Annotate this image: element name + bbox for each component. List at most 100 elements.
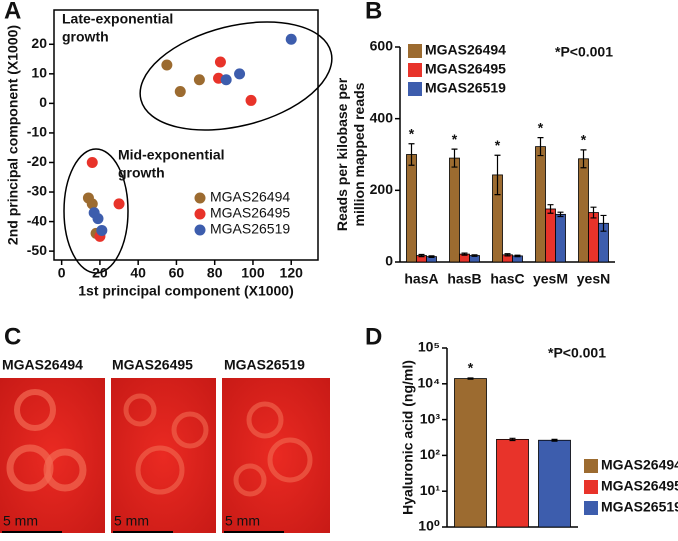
error-bar — [551, 438, 558, 442]
annotation: Mid-exponential — [118, 147, 225, 163]
y-axis-title: million mapped reads — [351, 82, 367, 226]
point — [214, 56, 226, 68]
point — [92, 213, 104, 225]
y-tick-label: 600 — [370, 38, 394, 54]
error-bar — [600, 214, 607, 232]
point — [174, 86, 186, 98]
y-tick-label: -50 — [27, 242, 47, 258]
bar — [406, 154, 417, 263]
error-bar — [537, 137, 544, 157]
error-bar — [557, 211, 564, 218]
legend-label: MGAS26494 — [601, 457, 678, 473]
bar — [449, 157, 460, 263]
legend-swatch — [408, 63, 422, 77]
error-bar — [509, 437, 516, 442]
significance-marker: * — [468, 360, 474, 376]
significance-marker: * — [452, 131, 458, 147]
x-tick-label: 60 — [169, 265, 185, 281]
p-value-note: *P<0.001 — [548, 345, 606, 361]
strain-label: MGAS26494 — [2, 357, 83, 373]
y-tick-label: 200 — [370, 181, 394, 197]
cluster-ellipse — [63, 148, 129, 274]
error-bar — [408, 143, 415, 166]
bar — [538, 439, 571, 528]
x-tick-label: 0 — [58, 265, 66, 281]
annotation: growth — [62, 29, 109, 45]
error-bar — [494, 154, 501, 196]
y-axis-title: Reads per kilobase per — [334, 77, 350, 231]
significance-marker: * — [538, 119, 544, 135]
strain-label: MGAS26519 — [224, 357, 305, 373]
y-tick-label: 20 — [31, 35, 47, 51]
bar — [578, 158, 589, 263]
legend-swatch — [194, 208, 206, 220]
x-tick-label: 80 — [207, 265, 223, 281]
legend-swatch — [194, 192, 206, 204]
legend-label: MGAS26519 — [601, 499, 678, 515]
y-tick-label: 10² — [420, 446, 441, 462]
y-tick-label: 10⁰ — [418, 518, 440, 534]
legend-label: MGAS26495 — [601, 478, 678, 494]
x-axis-title: 1st principal component (X1000) — [78, 283, 294, 299]
y-tick-label: -20 — [27, 153, 47, 169]
x-tick-label: 20 — [92, 265, 108, 281]
error-bar — [471, 254, 478, 257]
y-tick-label: 0 — [39, 94, 47, 110]
p-value-note: *P<0.001 — [555, 44, 613, 60]
legend-label: MGAS26519 — [425, 80, 506, 96]
y-axis-title: Hyaluronic acid (ng/ml) — [400, 360, 416, 515]
panel-label: A — [4, 0, 21, 24]
y-tick-label: -40 — [27, 212, 47, 228]
x-tick-label: hasC — [490, 271, 524, 287]
y-tick-label: 400 — [370, 109, 394, 125]
panel-label: B — [365, 0, 382, 24]
panel-label: D — [365, 323, 382, 350]
bar — [496, 438, 529, 528]
legend-swatch — [584, 501, 598, 515]
y-tick-label: 10¹ — [420, 482, 441, 498]
error-bar — [428, 255, 435, 258]
point — [96, 224, 108, 236]
plate-image — [222, 378, 330, 533]
legend-swatch — [584, 480, 598, 494]
error-bar — [461, 252, 468, 256]
point — [234, 68, 246, 80]
scale-bar-label: 5 mm — [3, 513, 38, 529]
significance-marker: * — [495, 137, 501, 153]
y-tick-label: 10³ — [420, 410, 441, 426]
legend-swatch — [194, 224, 206, 236]
y-tick-label: 0 — [385, 253, 393, 269]
legend-label: MGAS26494 — [210, 189, 290, 205]
x-tick-label: hasB — [447, 271, 481, 287]
annotation: growth — [118, 165, 165, 181]
bar — [555, 213, 566, 263]
legend-label: MGAS26519 — [210, 221, 290, 237]
x-tick-label: yesM — [533, 271, 568, 287]
bar — [535, 146, 546, 263]
error-bar — [590, 206, 597, 219]
x-tick-label: 100 — [241, 265, 265, 281]
point — [245, 94, 257, 106]
y-tick-label: -30 — [27, 183, 47, 199]
point — [220, 74, 232, 86]
significance-marker: * — [581, 132, 587, 148]
error-bar — [451, 148, 458, 168]
legend-swatch — [408, 82, 422, 96]
x-tick-label: 40 — [130, 265, 146, 281]
point — [113, 198, 125, 210]
strain-label: MGAS26495 — [112, 357, 193, 373]
point — [86, 198, 98, 210]
error-bar — [547, 204, 554, 214]
legend-swatch — [584, 459, 598, 473]
scale-bar-label: 5 mm — [114, 513, 149, 529]
cluster-ellipse — [139, 21, 333, 131]
y-tick-label: -10 — [27, 124, 47, 140]
point — [193, 74, 205, 86]
y-tick-label: 10⁵ — [418, 339, 440, 355]
x-tick-label: hasA — [404, 271, 438, 287]
error-bar — [514, 254, 521, 258]
panel-label: C — [4, 323, 21, 350]
error-bar — [580, 149, 587, 169]
annotation: Late-exponential — [62, 11, 173, 27]
